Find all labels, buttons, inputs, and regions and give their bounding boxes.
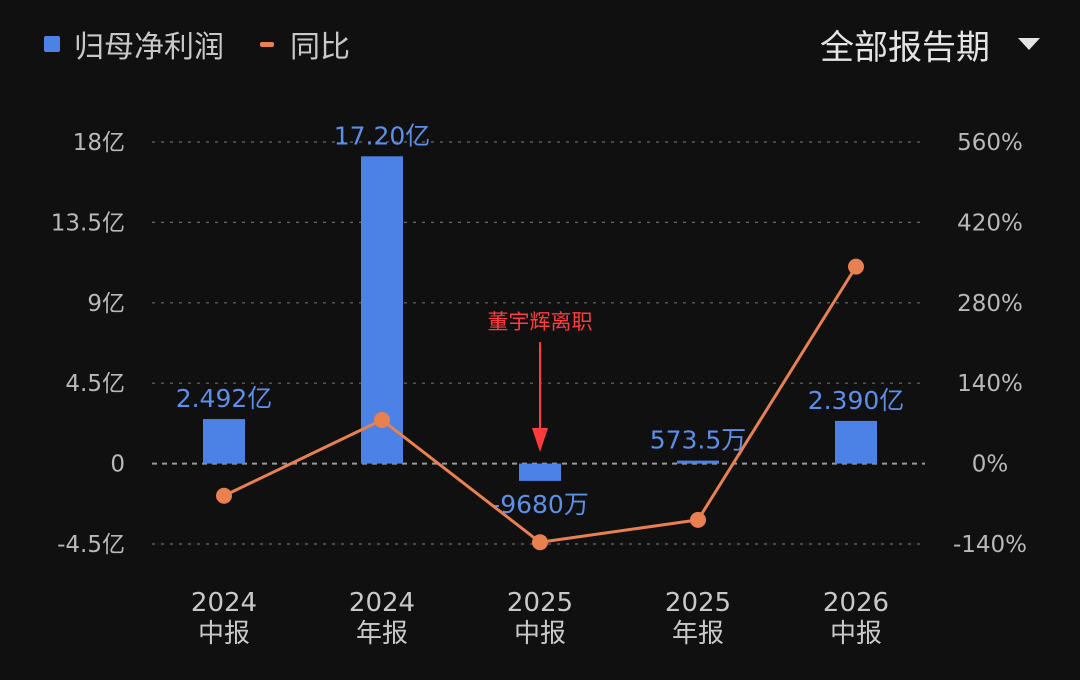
category-type-label: 年报 — [356, 619, 408, 649]
bar — [203, 419, 245, 464]
right-axis-tick-label: 560% — [957, 130, 1023, 156]
line-swatch-icon — [260, 41, 274, 47]
category-type-label: 年报 — [672, 619, 724, 649]
category-type-label: 中报 — [514, 619, 566, 649]
yoy-point — [532, 534, 548, 551]
left-axis-tick-label: -4.5亿 — [57, 532, 125, 558]
left-axis-tick-label: 9亿 — [87, 291, 125, 317]
right-axis-tick-label: 420% — [957, 210, 1023, 236]
caret-down-icon — [1018, 38, 1040, 50]
left-axis-tick-label: 13.5亿 — [51, 210, 125, 236]
bar-data-label: 2.390亿 — [808, 386, 905, 415]
bar — [677, 460, 719, 464]
right-axis-tick-label: 280% — [957, 291, 1023, 317]
legend-item-net-profit[interactable]: 归母净利润 — [44, 22, 224, 66]
period-selector-label: 全部报告期 — [820, 27, 990, 68]
right-axis-tick-label: -140% — [953, 532, 1027, 558]
bar-data-label: -9680万 — [491, 490, 589, 519]
yoy-point — [374, 411, 390, 428]
right-axis-tick-label: 140% — [957, 371, 1023, 397]
bar-data-label: 17.20亿 — [334, 121, 431, 150]
bar — [835, 420, 877, 464]
right-axis-tick-label: 0% — [972, 452, 1009, 478]
yoy-point — [848, 258, 864, 275]
category-year-label: 2026 — [823, 588, 889, 618]
category-year-label: 2025 — [665, 588, 731, 618]
bar-swatch-icon — [44, 36, 60, 52]
legend: 归母净利润 同比 — [44, 22, 386, 66]
annotation-arrow-head — [532, 428, 548, 452]
bar — [519, 463, 561, 481]
yoy-point — [690, 511, 706, 528]
yoy-point — [216, 487, 232, 504]
left-axis-tick-label: 4.5亿 — [65, 371, 125, 397]
legend-label-yoy: 同比 — [290, 30, 350, 65]
legend-item-yoy[interactable]: 同比 — [260, 22, 350, 66]
bar-data-label: 573.5万 — [650, 426, 747, 455]
category-year-label: 2024 — [349, 588, 415, 618]
bar-data-label: 2.492亿 — [176, 384, 273, 413]
left-axis-tick-label: 0 — [110, 452, 125, 478]
category-year-label: 2025 — [507, 588, 573, 618]
period-selector[interactable]: 全部报告期 — [820, 24, 1040, 68]
category-type-label: 中报 — [830, 619, 882, 649]
annotation-label: 董宇辉离职 — [488, 310, 593, 334]
legend-label-net-profit: 归母净利润 — [74, 30, 224, 65]
category-year-label: 2024 — [191, 588, 257, 618]
category-type-label: 中报 — [198, 619, 250, 649]
left-axis-tick-label: 18亿 — [73, 130, 125, 156]
